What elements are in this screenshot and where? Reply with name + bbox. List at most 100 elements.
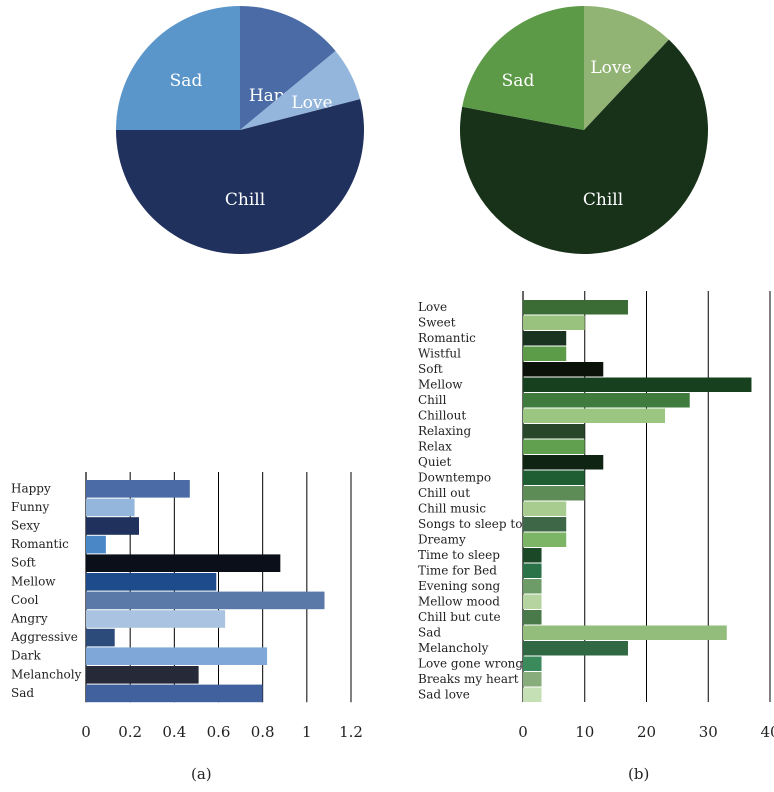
category-label: Chill but cute bbox=[418, 610, 501, 624]
pie-label-sad: Sad bbox=[170, 71, 203, 91]
pie-slice-sad bbox=[462, 6, 584, 130]
category-label: Love bbox=[418, 300, 447, 314]
x-tick-label: 30 bbox=[699, 723, 718, 741]
bar-mellow bbox=[86, 573, 217, 591]
bar-dark bbox=[86, 647, 268, 665]
category-label: Sad bbox=[418, 625, 441, 639]
bar-relax bbox=[523, 439, 585, 454]
x-tick-label: 10 bbox=[575, 723, 594, 741]
pie-chart-b: Love Chill Sad bbox=[460, 6, 708, 254]
category-label: Chillout bbox=[418, 408, 466, 422]
category-label: Evening song bbox=[418, 579, 501, 593]
category-label: Romantic bbox=[418, 331, 476, 345]
category-label: Downtempo bbox=[418, 470, 491, 484]
bar-mellow bbox=[523, 377, 752, 392]
pie-slice-chill bbox=[460, 39, 708, 254]
category-label: Sweet bbox=[418, 315, 456, 329]
pie-slice-love bbox=[240, 50, 361, 130]
category-label: Melancholy bbox=[11, 667, 82, 681]
x-tick-label: 0.8 bbox=[251, 723, 275, 741]
category-label: Sad bbox=[11, 686, 34, 700]
bar-time-to-sleep bbox=[523, 548, 542, 563]
x-tick-label: 1.2 bbox=[339, 723, 363, 741]
pie-label-sad: Sad bbox=[502, 71, 535, 91]
bar-melancholy bbox=[523, 641, 628, 656]
bar-breaks-my-heart bbox=[523, 672, 542, 687]
x-tick-label: 0 bbox=[81, 723, 91, 741]
bar-time-for-bed bbox=[523, 563, 542, 578]
bar-sad bbox=[523, 625, 727, 640]
bar-chill bbox=[523, 393, 690, 408]
bar-wistful bbox=[523, 346, 567, 361]
bar-downtempo bbox=[523, 470, 585, 485]
category-label: Relax bbox=[418, 439, 452, 453]
bar-sad bbox=[86, 684, 263, 703]
pie-label-chill: Chill bbox=[583, 190, 623, 210]
category-label: Songs to sleep to bbox=[418, 517, 522, 531]
bar-mellow-mood bbox=[523, 594, 542, 609]
category-label: Dark bbox=[11, 649, 42, 663]
bar-cool bbox=[86, 591, 325, 610]
category-label: Sad love bbox=[418, 687, 470, 701]
x-tick-label: 40 bbox=[760, 723, 774, 741]
pie-label-chill: Chill bbox=[225, 190, 265, 210]
pie-slice-love bbox=[584, 6, 669, 130]
category-label: Romantic bbox=[11, 537, 69, 551]
bar-chill-music bbox=[523, 501, 567, 516]
bar-evening-song bbox=[523, 579, 542, 594]
bar-soft bbox=[86, 554, 281, 572]
category-label: Funny bbox=[11, 500, 50, 514]
category-label: Dreamy bbox=[418, 532, 466, 546]
bar-melancholy bbox=[86, 666, 199, 684]
bar-romantic bbox=[523, 331, 567, 346]
category-label: Chill bbox=[418, 393, 447, 407]
category-label: Angry bbox=[10, 612, 48, 626]
caption-a: (a) bbox=[191, 765, 212, 783]
category-label: Wistful bbox=[418, 346, 461, 360]
pie-slice-chill bbox=[116, 99, 364, 254]
category-label: Mellow bbox=[418, 377, 463, 391]
x-tick-label: 0.6 bbox=[207, 723, 231, 741]
bar-soft bbox=[523, 362, 604, 377]
category-label: Soft bbox=[11, 556, 36, 570]
category-label: Cool bbox=[11, 593, 39, 607]
category-label: Sexy bbox=[11, 519, 40, 533]
category-label: Time to sleep bbox=[418, 548, 500, 562]
bar-angry bbox=[86, 610, 226, 628]
x-tick-label: 0.4 bbox=[162, 723, 186, 741]
category-label: Love gone wrong bbox=[418, 656, 523, 670]
x-tick-label: 1 bbox=[302, 723, 312, 741]
pie-label-love: Love bbox=[291, 93, 332, 113]
bar-songs-to-sleep-to bbox=[523, 517, 567, 532]
pie-slice-happy bbox=[240, 6, 336, 130]
bar-funny bbox=[86, 498, 135, 517]
category-label: Happy bbox=[11, 481, 51, 495]
category-label: Breaks my heart bbox=[418, 672, 519, 686]
category-label: Soft bbox=[418, 362, 443, 376]
category-label: Melancholy bbox=[418, 641, 489, 655]
bar-chart-a: 0 0.2 0.4 0.6 0.8 1 1.2 Happy Funny Sexy Romantic S… bbox=[10, 472, 363, 741]
bar-love-gone-wrong bbox=[523, 656, 542, 671]
bar-chart-b: 010203040LoveSweetRomanticWistfulSoftMel… bbox=[418, 291, 774, 741]
bar-quiet bbox=[523, 455, 604, 470]
pie-label-love: Love bbox=[590, 58, 631, 78]
bar-relaxing bbox=[523, 424, 585, 439]
bar-chill-out bbox=[523, 486, 585, 501]
pie-slice-sad bbox=[116, 6, 240, 130]
bar-dreamy bbox=[523, 532, 567, 547]
bar-romantic bbox=[86, 535, 106, 554]
category-label: Chill music bbox=[418, 501, 486, 515]
bar-aggressive bbox=[86, 628, 115, 647]
x-tick-label: 0.2 bbox=[118, 723, 142, 741]
category-label: Mellow mood bbox=[418, 594, 500, 608]
x-tick-label: 0 bbox=[518, 723, 528, 741]
category-label: Aggressive bbox=[10, 630, 78, 644]
bar-chillout bbox=[523, 408, 666, 423]
category-label: Time for Bed bbox=[418, 563, 497, 577]
bar-love bbox=[523, 300, 628, 315]
bar-sweet bbox=[523, 315, 585, 330]
caption-b: (b) bbox=[628, 765, 650, 783]
bar-chill-but-cute bbox=[523, 610, 542, 625]
